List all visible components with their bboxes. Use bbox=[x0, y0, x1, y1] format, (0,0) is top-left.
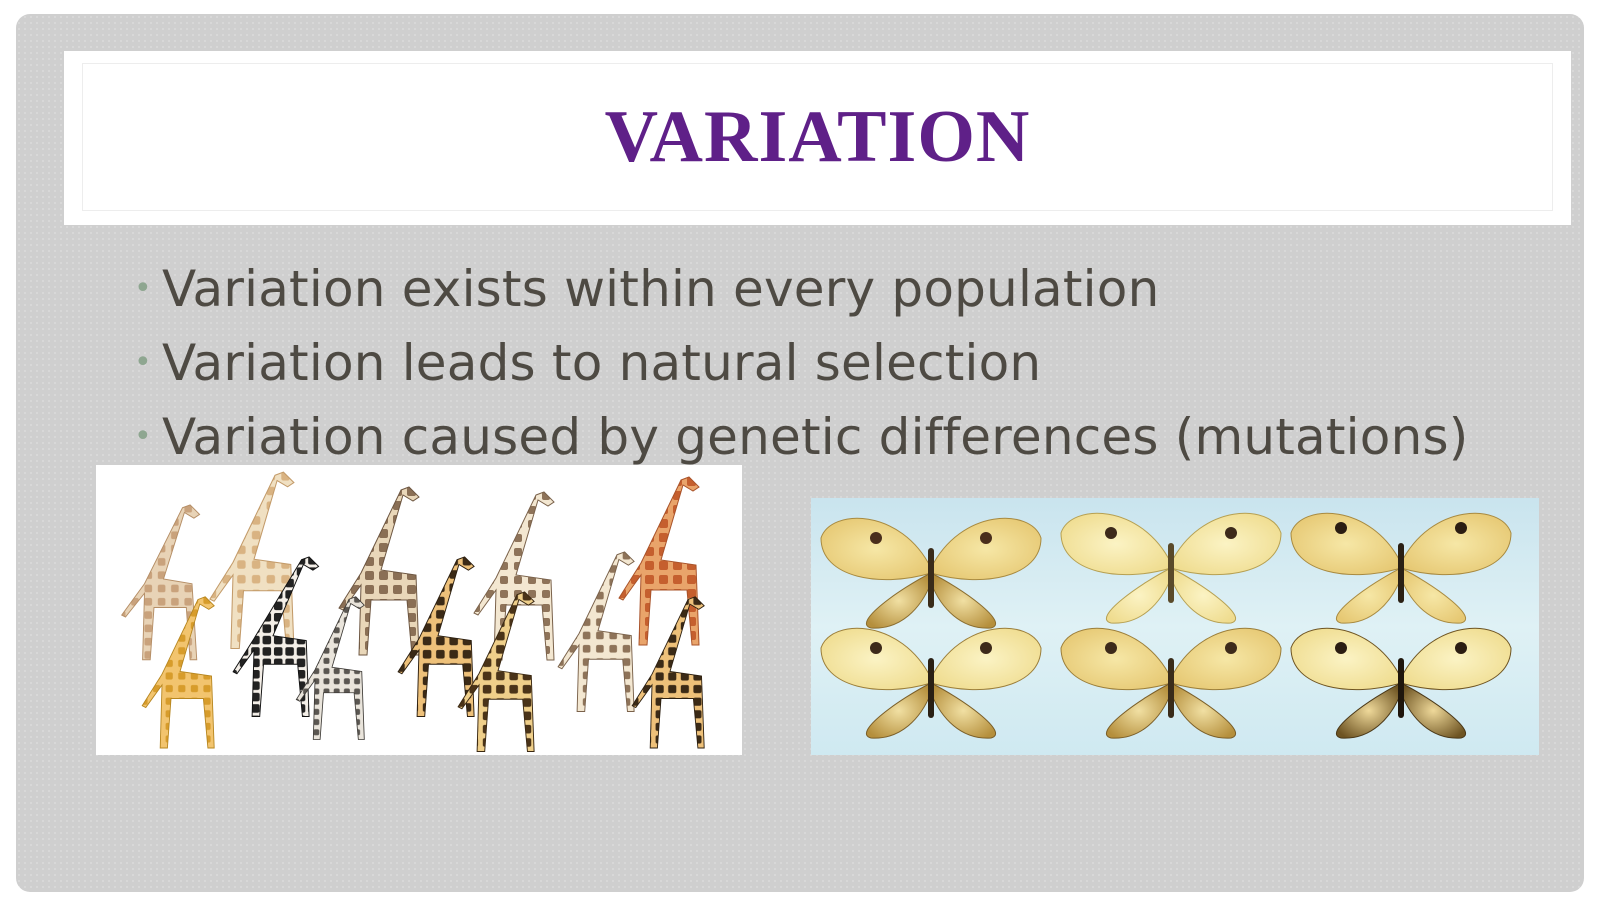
giraffe-12 bbox=[631, 596, 705, 749]
bullet-item: • Variation leads to natural selection bbox=[134, 326, 1574, 400]
giraffe-8 bbox=[295, 596, 365, 740]
title-frame: VARIATION bbox=[64, 51, 1571, 225]
butterfly-2 bbox=[1060, 512, 1282, 624]
bullet-item: • Variation exists within every populatio… bbox=[134, 252, 1574, 326]
bullet-text: Variation caused by genetic differences … bbox=[162, 408, 1469, 466]
giraffes-illustration bbox=[120, 471, 705, 752]
giraffe-7 bbox=[232, 556, 320, 717]
slide-title: VARIATION bbox=[604, 95, 1031, 178]
bullet-list: • Variation exists within every populatio… bbox=[134, 252, 1574, 474]
giraffe-2 bbox=[209, 471, 295, 650]
title-box: VARIATION bbox=[82, 63, 1553, 211]
butterfly-1 bbox=[820, 517, 1042, 629]
bullet-icon: • bbox=[134, 271, 152, 306]
butterfly-5 bbox=[1060, 627, 1282, 739]
giraffe-6 bbox=[141, 596, 215, 749]
butterfly-4 bbox=[820, 627, 1042, 739]
butterflies-image bbox=[811, 498, 1539, 755]
giraffe-3 bbox=[338, 486, 420, 656]
giraffe-5 bbox=[618, 476, 700, 646]
butterfly-6 bbox=[1290, 627, 1512, 739]
butterflies-photo bbox=[820, 512, 1512, 739]
giraffe-10 bbox=[457, 591, 535, 752]
butterfly-3 bbox=[1290, 512, 1512, 624]
giraffe-9 bbox=[397, 556, 475, 717]
bullet-icon: • bbox=[134, 345, 152, 380]
slide: VARIATION • Variation exists within every… bbox=[16, 14, 1584, 892]
bullet-icon: • bbox=[134, 419, 152, 454]
giraffes-image bbox=[96, 465, 742, 755]
giraffe-11 bbox=[557, 551, 635, 712]
giraffe-4 bbox=[473, 491, 555, 661]
bullet-text: Variation exists within every population bbox=[162, 260, 1160, 318]
bullet-item: • Variation caused by genetic differences… bbox=[134, 400, 1574, 474]
bullet-text: Variation leads to natural selection bbox=[162, 334, 1042, 392]
